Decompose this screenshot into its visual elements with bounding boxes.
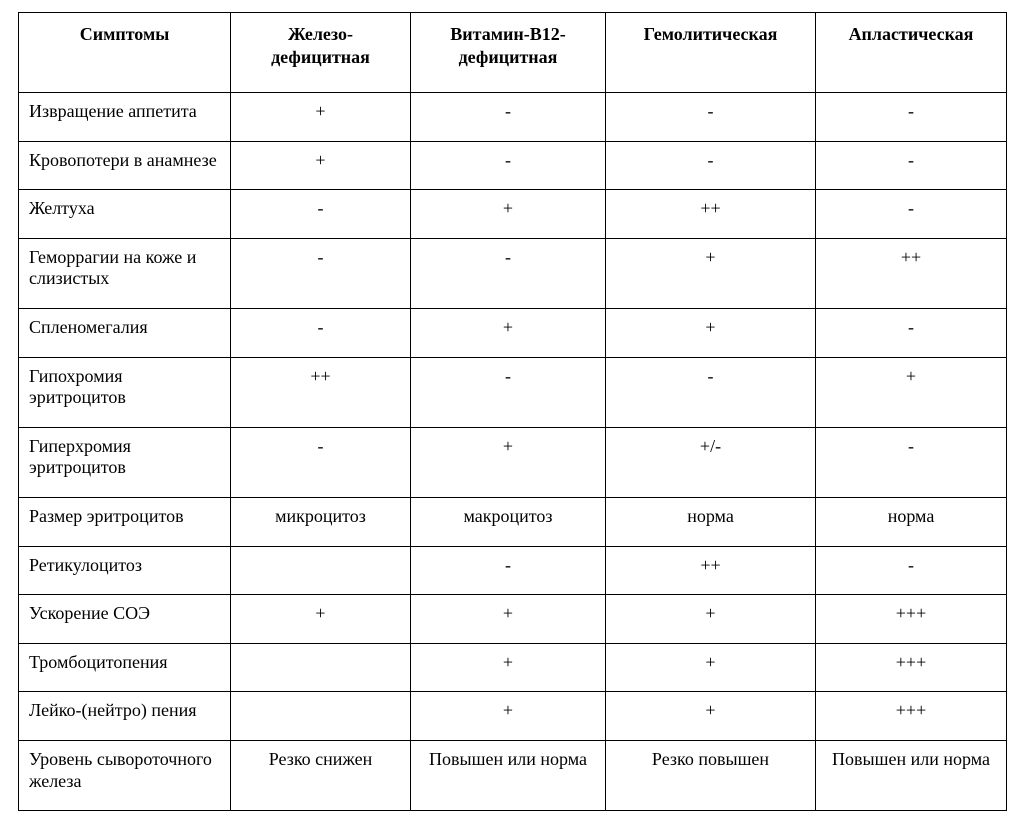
value-cell: + <box>411 308 606 357</box>
value-cell: - <box>816 427 1007 497</box>
value-cell: Повышен или норма <box>816 740 1007 810</box>
value-cell: - <box>411 546 606 595</box>
value-cell: - <box>411 141 606 190</box>
value-cell: - <box>816 93 1007 142</box>
value-cell: ++ <box>606 546 816 595</box>
value-cell <box>231 692 411 741</box>
col-header-symptoms: Симптомы <box>19 13 231 93</box>
value-cell: - <box>231 308 411 357</box>
value-cell: + <box>606 643 816 692</box>
symptom-cell: Размер эритроцитов <box>19 497 231 546</box>
value-cell: - <box>816 308 1007 357</box>
value-cell: + <box>816 357 1007 427</box>
value-cell: - <box>606 93 816 142</box>
col-header-b12: Витамин-В12-дефицитная <box>411 13 606 93</box>
value-cell <box>231 546 411 595</box>
value-cell: - <box>411 93 606 142</box>
value-cell: +++ <box>816 643 1007 692</box>
value-cell <box>231 643 411 692</box>
value-cell: + <box>411 595 606 644</box>
symptom-cell: Извращение аппетита <box>19 93 231 142</box>
value-cell: - <box>411 238 606 308</box>
value-cell: - <box>411 357 606 427</box>
value-cell: + <box>231 141 411 190</box>
value-cell: - <box>816 190 1007 239</box>
value-cell: ++ <box>816 238 1007 308</box>
col-header-hemolytic: Гемолитическая <box>606 13 816 93</box>
table-row: Ретикулоцитоз -++- <box>19 546 1007 595</box>
value-cell: + <box>606 238 816 308</box>
value-cell: - <box>816 546 1007 595</box>
col-header-aplastic: Апластическая <box>816 13 1007 93</box>
value-cell: +++ <box>816 692 1007 741</box>
anemia-comparison-table: Симптомы Железо-дефицитная Витамин-В12-д… <box>18 12 1007 811</box>
value-cell: + <box>606 692 816 741</box>
table-row: Извращение аппетита+--- <box>19 93 1007 142</box>
table-row: Ускорение СОЭ++++++ <box>19 595 1007 644</box>
table-row: Спленомегалия-++- <box>19 308 1007 357</box>
value-cell: микроцитоз <box>231 497 411 546</box>
value-cell: + <box>606 595 816 644</box>
symptom-cell: Кровопотери в анамнезе <box>19 141 231 190</box>
table-body: Извращение аппетита+---Кровопотери в ана… <box>19 93 1007 811</box>
value-cell: Повышен или норма <box>411 740 606 810</box>
value-cell: норма <box>816 497 1007 546</box>
table-header: Симптомы Железо-дефицитная Витамин-В12-д… <box>19 13 1007 93</box>
symptom-cell: Ускорение СОЭ <box>19 595 231 644</box>
table-header-row: Симптомы Железо-дефицитная Витамин-В12-д… <box>19 13 1007 93</box>
symptom-cell: Гиперхромия эритроцитов <box>19 427 231 497</box>
value-cell: ++ <box>231 357 411 427</box>
page: Симптомы Железо-дефицитная Витамин-В12-д… <box>0 0 1024 823</box>
symptom-cell: Гипохромия эритроцитов <box>19 357 231 427</box>
table-row: Тромбоцитопения+++++ <box>19 643 1007 692</box>
table-row: Кровопотери в анамнезе+--- <box>19 141 1007 190</box>
value-cell: - <box>231 190 411 239</box>
symptom-cell: Геморрагии на коже и слизистых <box>19 238 231 308</box>
value-cell: + <box>411 692 606 741</box>
table-row: Желтуха-+++- <box>19 190 1007 239</box>
symptom-cell: Желтуха <box>19 190 231 239</box>
value-cell: - <box>816 141 1007 190</box>
value-cell: + <box>231 93 411 142</box>
value-cell: макроцитоз <box>411 497 606 546</box>
value-cell: - <box>606 357 816 427</box>
symptom-cell: Тромбоцитопения <box>19 643 231 692</box>
value-cell: Резко снижен <box>231 740 411 810</box>
value-cell: + <box>231 595 411 644</box>
value-cell: - <box>231 427 411 497</box>
symptom-cell: Спленомегалия <box>19 308 231 357</box>
value-cell: +/- <box>606 427 816 497</box>
symptom-cell: Лейко-(нейтро) пения <box>19 692 231 741</box>
symptom-cell: Уровень сывороточного железа <box>19 740 231 810</box>
table-row: Гиперхромия эритроцитов-++/-- <box>19 427 1007 497</box>
value-cell: - <box>606 141 816 190</box>
table-row: Размер эритроцитовмикроцитозмакроцитозно… <box>19 497 1007 546</box>
value-cell: +++ <box>816 595 1007 644</box>
table-row: Гипохромия эритроцитов++--+ <box>19 357 1007 427</box>
symptom-cell: Ретикулоцитоз <box>19 546 231 595</box>
value-cell: + <box>411 427 606 497</box>
col-header-iron: Железо-дефицитная <box>231 13 411 93</box>
value-cell: + <box>411 190 606 239</box>
table-row: Уровень сывороточного железаРезко снижен… <box>19 740 1007 810</box>
value-cell: - <box>231 238 411 308</box>
value-cell: + <box>606 308 816 357</box>
value-cell: + <box>411 643 606 692</box>
value-cell: ++ <box>606 190 816 239</box>
table-row: Лейко-(нейтро) пения+++++ <box>19 692 1007 741</box>
table-row: Геморрагии на коже и слизистых--+++ <box>19 238 1007 308</box>
value-cell: Резко повышен <box>606 740 816 810</box>
value-cell: норма <box>606 497 816 546</box>
